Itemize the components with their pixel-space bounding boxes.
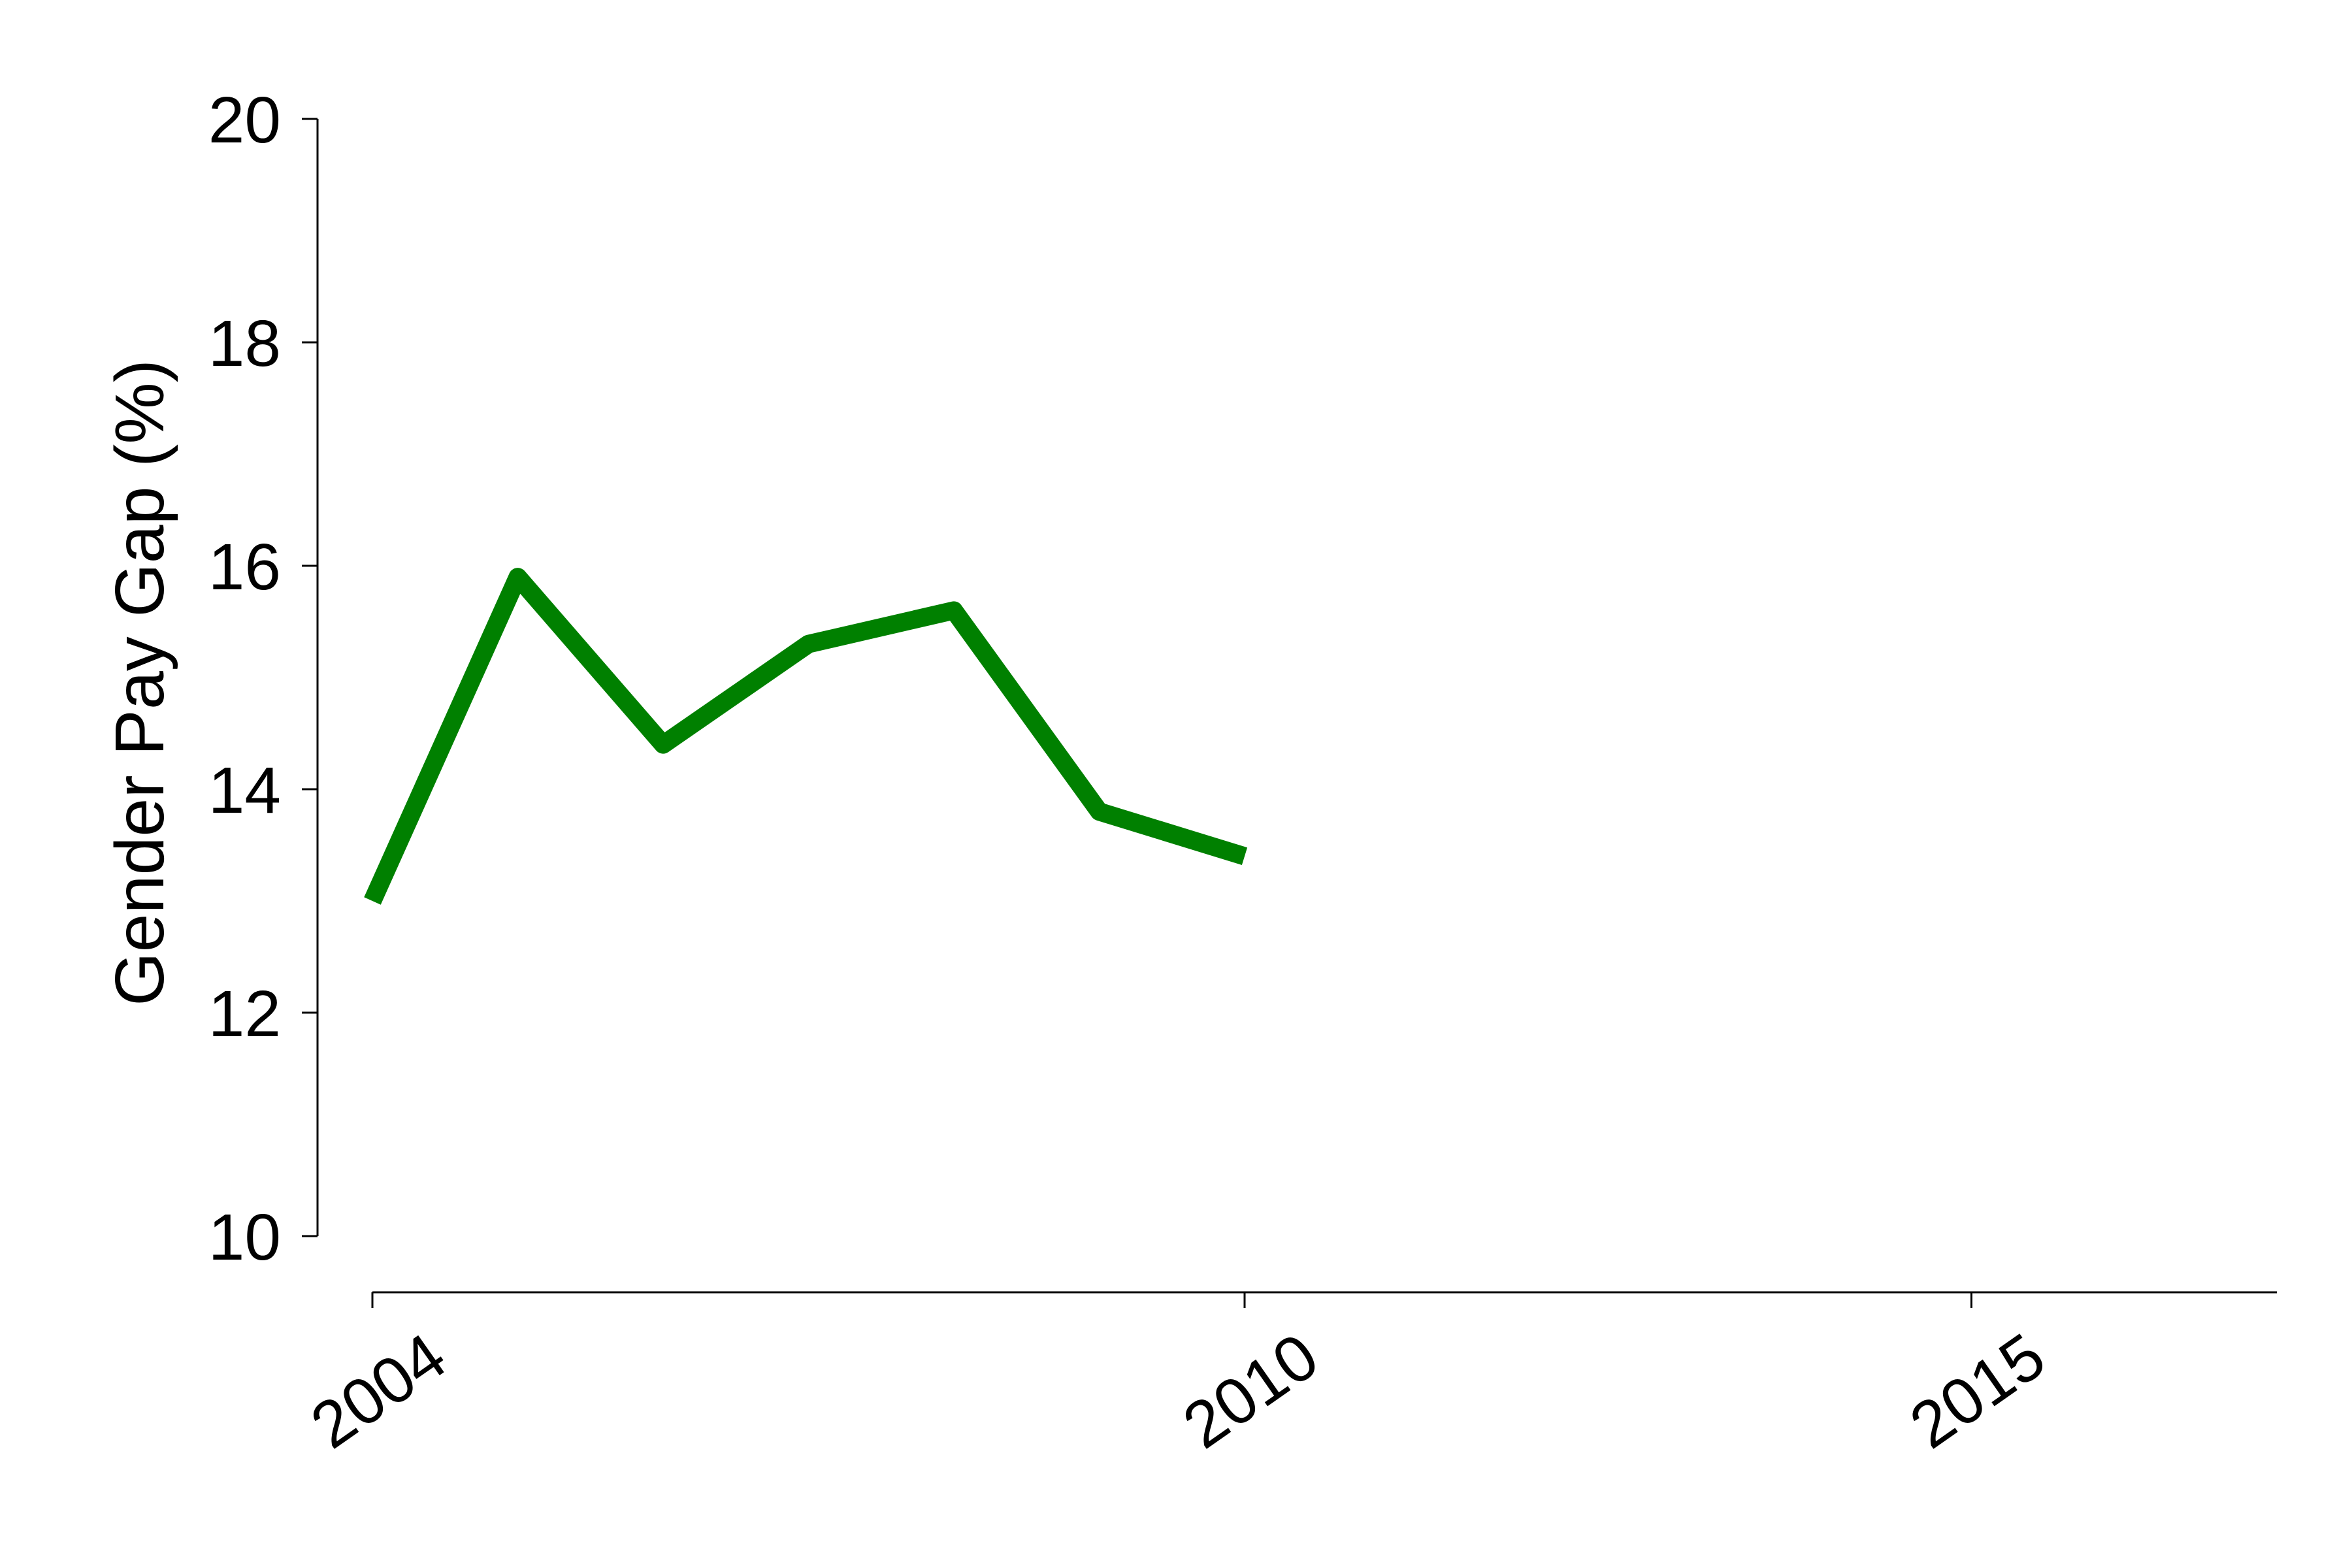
y-tick-label: 20 [208, 84, 281, 157]
series-line [364, 568, 1248, 905]
y-axis-title: Gender Pay Gap (%) [101, 359, 178, 1006]
x-ticks: 2004 2010 2015 [298, 1292, 2058, 1463]
x-tick-label: 2004 [298, 1319, 459, 1462]
y-tick-label: 14 [208, 754, 281, 827]
y-tick-label: 10 [208, 1201, 281, 1274]
x-axis: 2004 2010 2015 [298, 1291, 2277, 1463]
series-layer [364, 568, 1248, 905]
y-axis: 10 12 14 16 18 20 [208, 84, 319, 1274]
y-tick-label: 18 [208, 307, 281, 380]
y-tick-label: 12 [208, 977, 281, 1051]
plot-area [364, 568, 1248, 905]
y-tick-label: 16 [208, 531, 281, 604]
y-ticks: 10 12 14 16 18 20 [208, 84, 318, 1274]
x-tick-label: 2015 [1897, 1319, 2058, 1462]
x-tick-label: 2010 [1170, 1319, 1331, 1462]
